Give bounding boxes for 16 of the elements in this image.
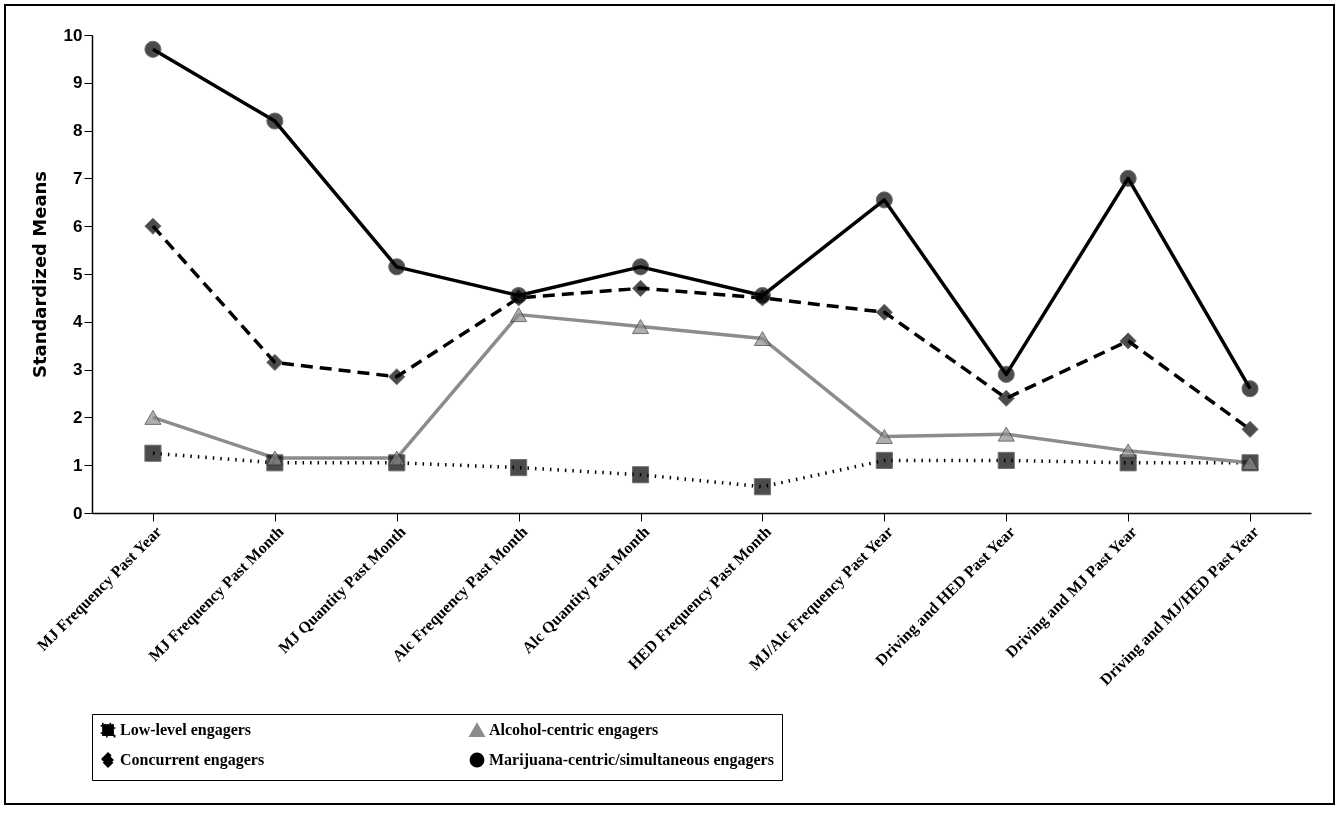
y-tick-label: 6: [73, 216, 83, 236]
legend-label: Alcohol-centric engagers: [489, 721, 659, 740]
y-tick-label: 8: [73, 121, 83, 141]
legend-label: Concurrent engagers: [120, 751, 265, 769]
y-tick-label: 4: [73, 312, 84, 332]
y-tick-label: 1: [73, 455, 83, 475]
legend-label: Low-level engagers: [120, 721, 252, 740]
y-tick-label: 9: [73, 73, 83, 93]
y-tick-label: 5: [73, 264, 83, 284]
y-tick-label: 10: [63, 25, 83, 45]
y-tick-label: 2: [73, 407, 83, 427]
y-axis-title: Standardized Means: [28, 170, 50, 379]
legend-label: Marijuana-centric/simultaneous engagers: [489, 751, 774, 769]
y-tick-label: 3: [73, 360, 83, 380]
y-tick-label: 0: [73, 503, 83, 523]
y-tick-label: 7: [73, 168, 83, 188]
